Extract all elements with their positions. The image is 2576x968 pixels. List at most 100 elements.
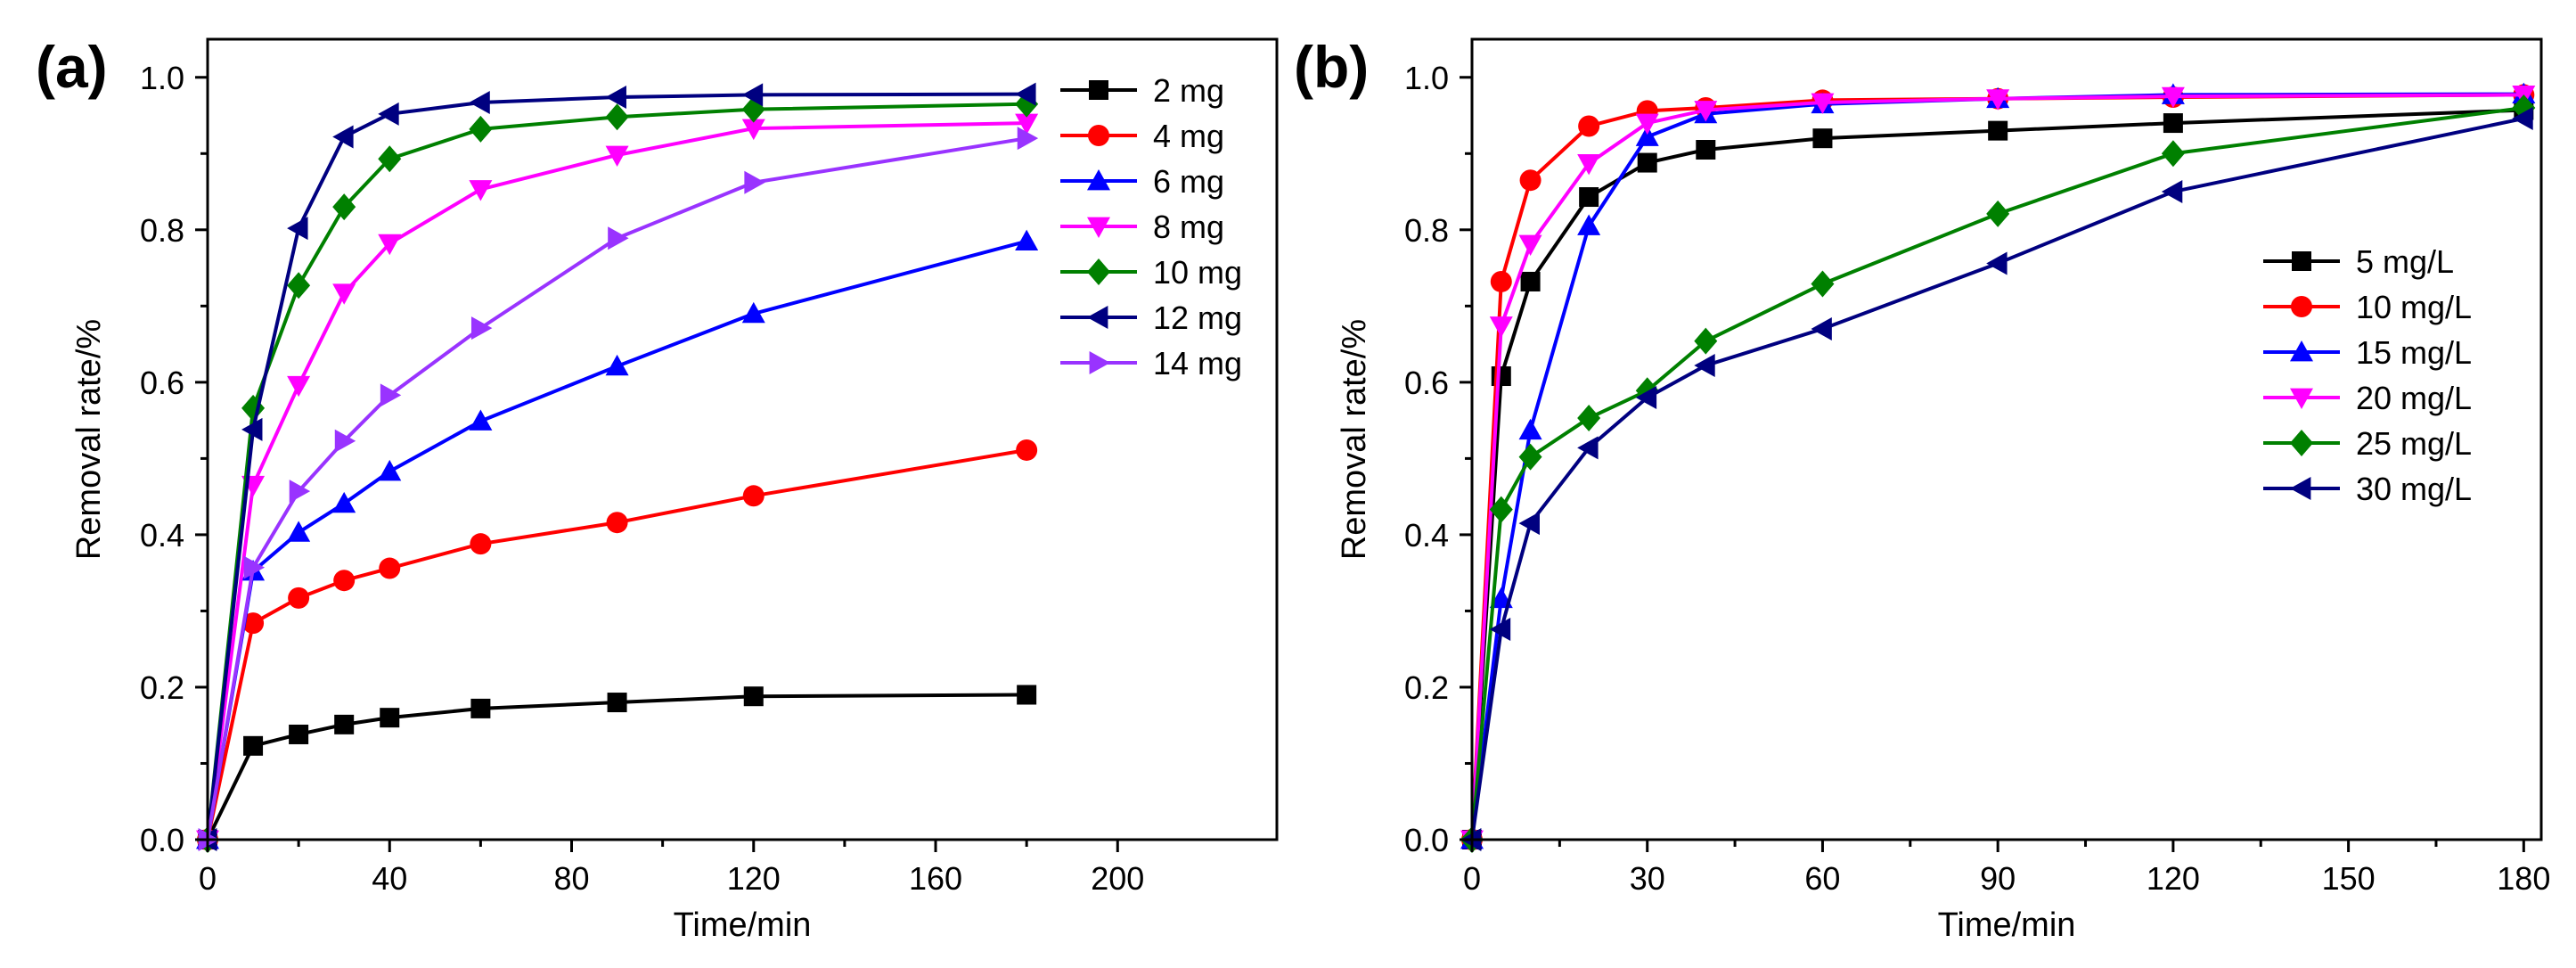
data-point xyxy=(243,555,266,579)
data-point xyxy=(289,480,311,504)
data-point xyxy=(378,102,399,126)
data-point xyxy=(1811,93,1835,114)
data-point xyxy=(606,512,628,534)
data-point xyxy=(741,119,765,141)
series-line xyxy=(1470,116,2524,841)
data-point xyxy=(470,698,491,718)
data-point xyxy=(1986,200,2010,227)
x-tick-label: 0 xyxy=(199,860,217,897)
data-point xyxy=(741,83,764,107)
legend-marker xyxy=(2290,388,2313,409)
series-3 xyxy=(196,113,1039,851)
legend-label: 12 mg xyxy=(1153,299,1242,336)
legend-marker xyxy=(1089,80,1108,100)
data-point xyxy=(332,125,354,149)
x-axis-title: Time/min xyxy=(674,906,812,944)
data-point xyxy=(2161,140,2185,168)
data-point xyxy=(1520,271,1541,291)
series-2 xyxy=(196,229,1039,849)
y-tick-label: 0.8 xyxy=(1404,212,1449,249)
series-group xyxy=(196,82,1039,853)
legend-marker xyxy=(1087,306,1108,329)
data-point xyxy=(287,521,311,542)
y-tick-label: 0.0 xyxy=(1404,822,1449,858)
data-point xyxy=(1577,214,1601,235)
series-4 xyxy=(1460,94,2536,853)
data-point xyxy=(1577,154,1601,176)
data-point xyxy=(1696,140,1716,160)
data-point xyxy=(469,180,493,201)
data-point xyxy=(1518,418,1542,440)
data-point xyxy=(1812,128,1833,149)
data-point xyxy=(378,234,402,256)
data-point xyxy=(2163,113,2183,134)
data-point xyxy=(1490,270,1512,292)
data-point xyxy=(1637,152,1657,173)
data-point xyxy=(1518,512,1540,536)
y-tick-label: 0.8 xyxy=(140,212,184,249)
legend-label: 10 mg xyxy=(1153,254,1242,291)
data-point xyxy=(242,612,265,635)
panel-label: (b) xyxy=(1294,34,1369,100)
legend-label: 8 mg xyxy=(1153,209,1224,245)
legend-marker xyxy=(2291,296,2312,317)
y-tick-label: 1.0 xyxy=(1404,60,1449,96)
data-point xyxy=(1577,436,1599,460)
data-point xyxy=(1811,316,1832,340)
data-point xyxy=(605,354,629,376)
x-tick-label: 30 xyxy=(1630,860,1665,897)
legend-marker xyxy=(2290,430,2313,456)
data-point xyxy=(1986,89,2010,111)
data-point xyxy=(1015,82,1036,106)
data-point xyxy=(287,217,308,241)
data-point xyxy=(288,587,310,609)
data-point xyxy=(469,90,490,114)
x-tick-label: 60 xyxy=(1804,860,1840,897)
legend-label: 2 mg xyxy=(1153,72,1224,109)
series-5 xyxy=(1460,106,2533,851)
series-line xyxy=(206,239,1027,841)
series-3 xyxy=(1460,86,2536,851)
data-point xyxy=(2512,106,2533,130)
data-point xyxy=(287,272,311,299)
data-point xyxy=(289,724,309,744)
series-line xyxy=(206,448,1027,841)
data-point xyxy=(1578,115,1600,137)
x-tick-label: 150 xyxy=(2322,860,2376,897)
data-point xyxy=(1518,234,1542,257)
x-axis-title: Time/min xyxy=(1938,906,2076,944)
y-axis-title: Removal rate/% xyxy=(1336,319,1373,560)
data-point xyxy=(1986,251,2008,275)
x-tick-label: 160 xyxy=(909,860,962,897)
data-point xyxy=(333,570,356,592)
data-point xyxy=(741,301,765,324)
x-tick-label: 0 xyxy=(1463,860,1481,897)
x-tick-label: 180 xyxy=(2497,860,2550,897)
data-point xyxy=(1811,270,1835,298)
legend-label: 5 mg/L xyxy=(2356,243,2454,280)
data-point xyxy=(1635,125,1659,146)
data-point xyxy=(1489,496,1513,523)
legend-marker xyxy=(2290,477,2311,500)
legend-label: 4 mg xyxy=(1153,118,1224,154)
legend-marker xyxy=(1087,258,1110,285)
legend-label: 15 mg/L xyxy=(2356,334,2472,371)
data-point xyxy=(1489,316,1513,338)
y-tick-label: 0.6 xyxy=(1404,365,1449,401)
data-point xyxy=(1577,405,1601,432)
data-point xyxy=(243,735,264,756)
data-point xyxy=(332,283,356,305)
series-0 xyxy=(198,685,1037,849)
legend-label: 25 mg/L xyxy=(2356,425,2472,462)
series-line xyxy=(1470,108,2524,841)
x-tick-label: 120 xyxy=(727,860,781,897)
panel-b: 0 30 60 90 120 150 180 0.0 0.2 0.4 0.6 0.8 1.0 Time/m… xyxy=(1294,34,2550,944)
series-line xyxy=(1470,93,2524,841)
x-tick-label: 80 xyxy=(553,860,589,897)
panel-a: 0 40 80 120 160 200 0.0 0.2 0.4 0.6 0.8 1.0 Time/min… xyxy=(36,34,1279,944)
data-point xyxy=(1489,617,1511,641)
legend: 5 mg/L 10 mg/L 15 mg/L 20 mg/L 25 mg/L 30 mg/… xyxy=(2263,243,2472,507)
data-point xyxy=(2161,86,2185,109)
y-axis-title: Removal rate/% xyxy=(70,319,108,560)
